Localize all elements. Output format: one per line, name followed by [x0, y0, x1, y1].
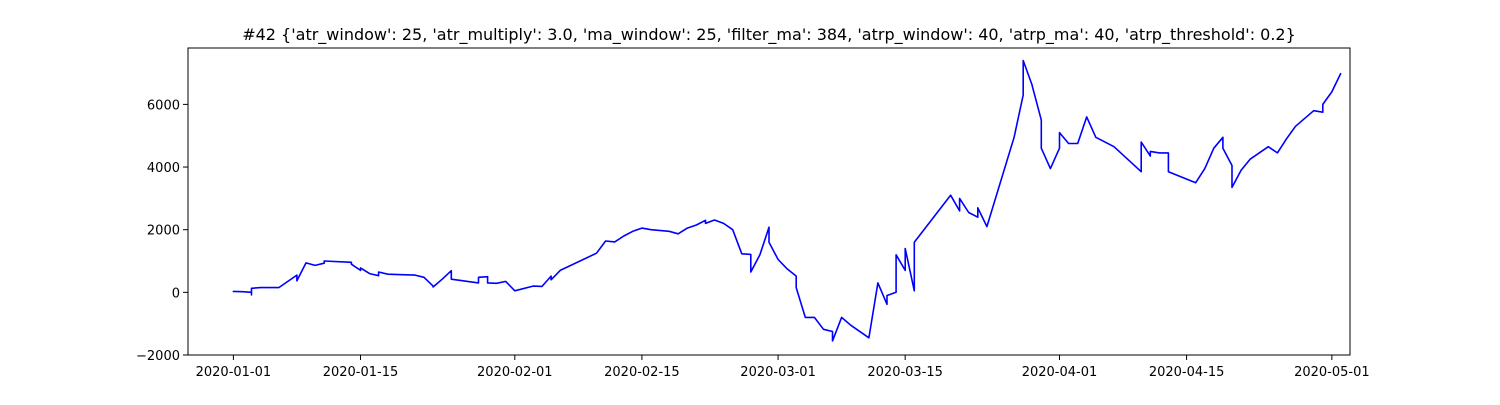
y-tick-label: 0	[172, 286, 180, 301]
series-layer	[232, 59, 1342, 342]
x-tick-label: 2020-02-01	[477, 365, 553, 380]
x-tick-label: 2020-04-15	[1149, 365, 1225, 380]
plot-frame	[187, 47, 1351, 356]
chart-title: #42 {'atr_window': 25, 'atr_multiply': 3…	[242, 25, 1296, 45]
y-tick-label: −2000	[136, 349, 180, 364]
x-tick-label: 2020-05-01	[1294, 365, 1370, 380]
y-tick-label: 4000	[147, 161, 180, 176]
x-axis: 2020-01-01 2020-01-15 2020-02-01 2020-02-15…	[196, 355, 1370, 380]
y-tick-label: 2000	[147, 224, 180, 239]
y-tick-label: 6000	[147, 98, 180, 113]
x-tick-label: 2020-02-15	[604, 365, 680, 380]
x-tick-label: 2020-01-01	[196, 365, 272, 380]
y-axis: −2000 0 2000 4000 6000	[136, 98, 188, 364]
x-tick-label: 2020-04-01	[1022, 365, 1098, 380]
series-line	[232, 59, 1342, 342]
x-tick-label: 2020-03-15	[867, 365, 943, 380]
x-tick-label: 2020-03-01	[740, 365, 816, 380]
x-tick-label: 2020-01-15	[323, 365, 399, 380]
